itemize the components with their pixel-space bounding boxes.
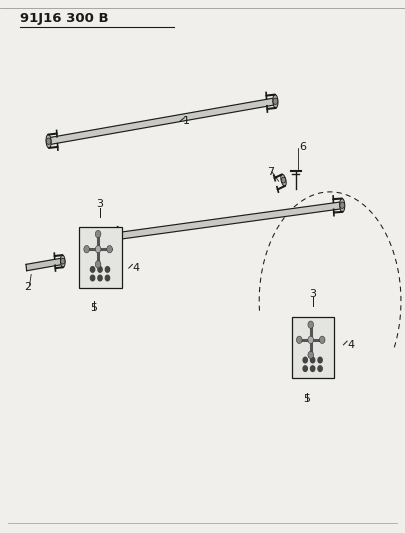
Circle shape [105, 266, 110, 272]
Circle shape [320, 336, 325, 343]
Circle shape [46, 138, 51, 144]
Circle shape [90, 275, 95, 281]
Circle shape [95, 261, 101, 268]
Circle shape [84, 246, 90, 253]
Ellipse shape [46, 134, 51, 148]
Circle shape [318, 357, 322, 363]
Circle shape [303, 357, 307, 363]
Text: 91J16 300 B: 91J16 300 B [20, 12, 109, 26]
Ellipse shape [273, 94, 278, 108]
Circle shape [281, 177, 286, 183]
Circle shape [95, 246, 101, 253]
Circle shape [296, 336, 302, 343]
Text: 1: 1 [183, 116, 190, 126]
Circle shape [308, 351, 313, 359]
Circle shape [107, 234, 112, 240]
Polygon shape [109, 202, 343, 240]
Circle shape [95, 230, 101, 238]
Circle shape [98, 275, 102, 281]
Ellipse shape [107, 230, 112, 244]
Circle shape [90, 266, 95, 272]
Circle shape [273, 98, 278, 104]
Ellipse shape [60, 255, 65, 268]
Text: 2: 2 [24, 282, 31, 293]
Bar [292, 317, 334, 378]
Circle shape [311, 357, 315, 363]
Circle shape [61, 259, 65, 264]
Circle shape [303, 366, 307, 372]
Circle shape [340, 202, 345, 208]
Ellipse shape [281, 174, 286, 186]
Text: 4: 4 [133, 263, 140, 273]
Circle shape [311, 366, 315, 372]
Bar [79, 227, 122, 288]
Text: 4: 4 [347, 340, 355, 350]
Text: 5: 5 [90, 303, 98, 313]
Circle shape [107, 246, 113, 253]
Polygon shape [26, 258, 63, 271]
Polygon shape [48, 98, 276, 144]
Text: 6: 6 [300, 142, 307, 152]
Ellipse shape [340, 198, 345, 212]
Text: 5: 5 [303, 394, 310, 405]
Circle shape [105, 275, 110, 281]
Circle shape [318, 366, 322, 372]
Circle shape [98, 266, 102, 272]
Text: 3: 3 [96, 199, 104, 209]
Circle shape [308, 336, 313, 343]
Text: 3: 3 [309, 289, 316, 299]
Circle shape [308, 321, 313, 328]
Text: 7: 7 [267, 167, 275, 177]
